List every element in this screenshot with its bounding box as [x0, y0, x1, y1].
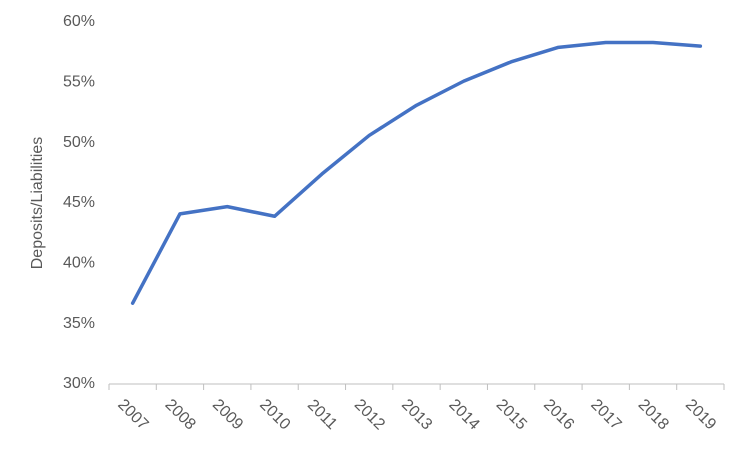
x-tick-label: 2017 — [587, 396, 624, 433]
x-tick-label: 2016 — [540, 396, 577, 433]
y-tick-label: 50% — [63, 134, 95, 151]
x-tick-label: 2014 — [445, 396, 482, 433]
data-line — [130, 40, 703, 305]
x-tick-label: 2008 — [162, 396, 199, 433]
x-tick-label: 2012 — [351, 396, 388, 433]
y-axis-title: Deposits/Liabilities — [29, 137, 46, 270]
x-tick-label: 2007 — [114, 396, 151, 433]
x-tick-label: 2015 — [493, 396, 530, 433]
y-tick-label: 55% — [63, 74, 95, 91]
y-tick-label: 45% — [63, 194, 95, 211]
y-tick-label: 35% — [63, 315, 95, 332]
x-tick-label: 2009 — [209, 396, 246, 433]
x-tick-label: 2011 — [304, 397, 340, 433]
x-tick-label: 2019 — [682, 396, 719, 433]
x-tick-label: 2013 — [398, 396, 435, 433]
y-tick-label: 60% — [63, 13, 95, 30]
x-tick-label: 2010 — [256, 396, 293, 433]
x-tick-label: 2018 — [635, 396, 672, 433]
y-tick-label: 40% — [63, 255, 95, 272]
y-tick-label: 30% — [63, 375, 95, 392]
